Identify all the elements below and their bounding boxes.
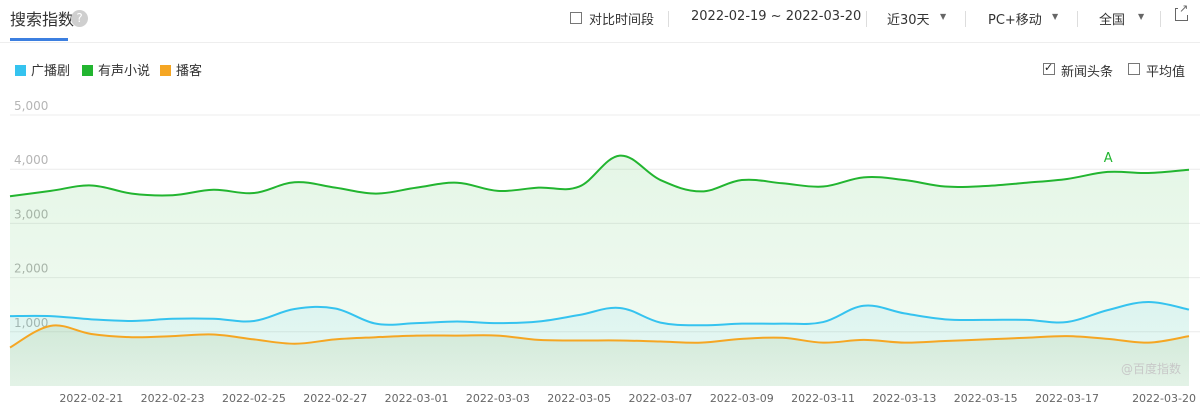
title-underline	[10, 38, 68, 41]
x-tick-label: 2022-03-13	[872, 392, 936, 405]
divider	[1160, 11, 1161, 27]
region-select[interactable]: 全国	[1099, 13, 1126, 28]
x-tick-label: 2022-03-11	[791, 392, 855, 405]
series-radio-drama-line[interactable]	[9, 300, 1190, 327]
chevron-down-icon[interactable]: ▼	[1138, 12, 1145, 21]
period-select[interactable]: 近30天	[887, 13, 930, 28]
legend-label: 有声小说	[98, 64, 151, 79]
compare-period-label[interactable]: 对比时间段	[589, 13, 655, 28]
news-checkbox[interactable]	[1043, 61, 1055, 75]
legend-item-audio-novel[interactable]: 有声小说	[82, 60, 150, 79]
series-audio-novel-line[interactable]	[9, 154, 1190, 198]
page-title: 搜索指数	[10, 10, 75, 29]
x-tick-label: 2022-03-07	[629, 392, 693, 405]
legend-item-podcast[interactable]: 播客	[160, 60, 202, 79]
average-checkbox[interactable]	[1128, 63, 1140, 75]
x-tick-label: 2022-02-21	[59, 392, 123, 405]
divider	[965, 11, 966, 27]
x-tick-label: 2022-02-27	[303, 392, 367, 405]
news-label[interactable]: 新闻头条	[1061, 65, 1114, 80]
series-podcast-line[interactable]	[9, 324, 1190, 349]
divider	[866, 11, 867, 27]
x-tick-label: 2022-03-03	[466, 392, 530, 405]
legend-label: 播客	[176, 64, 203, 79]
x-tick-label: 2022-02-23	[141, 392, 205, 405]
y-tick-label: 4,000	[14, 153, 48, 167]
x-tick-label: 2022-03-17	[1035, 392, 1099, 405]
x-tick-label: 2022-03-01	[385, 392, 449, 405]
x-tick-label: 2022-03-15	[954, 392, 1018, 405]
legend-item-radio-drama[interactable]: 广播剧	[15, 60, 70, 79]
divider	[1077, 11, 1078, 27]
x-tick-label: 2022-02-25	[222, 392, 286, 405]
legend-swatch	[160, 65, 171, 76]
help-icon[interactable]: ?	[71, 10, 88, 27]
x-tick-label: 2022-03-05	[547, 392, 611, 405]
device-select[interactable]: PC+移动	[988, 13, 1042, 28]
compare-period-checkbox[interactable]	[570, 12, 582, 24]
divider	[668, 11, 669, 27]
annotation-marker[interactable]: A	[1104, 151, 1113, 166]
chevron-down-icon[interactable]: ▼	[1052, 12, 1059, 21]
toolbar: 搜索指数 ? 对比时间段 2022-02-19 ~ 2022-03-20 近30…	[0, 0, 1200, 43]
average-label[interactable]: 平均值	[1146, 65, 1186, 80]
external-link-icon[interactable]	[1175, 2, 1190, 21]
series-podcast-area	[10, 325, 1189, 386]
y-tick-label: 5,000	[14, 99, 48, 113]
legend-label: 广播剧	[31, 64, 71, 79]
legend-swatch	[15, 65, 26, 76]
watermark: @百度指数	[1121, 361, 1181, 376]
x-tick-label: 2022-03-20	[1132, 392, 1196, 405]
date-range-picker[interactable]: 2022-02-19 ~ 2022-03-20	[691, 9, 862, 24]
legend-swatch	[82, 65, 93, 76]
chevron-down-icon[interactable]: ▼	[940, 12, 947, 21]
x-tick-label: 2022-03-09	[710, 392, 774, 405]
